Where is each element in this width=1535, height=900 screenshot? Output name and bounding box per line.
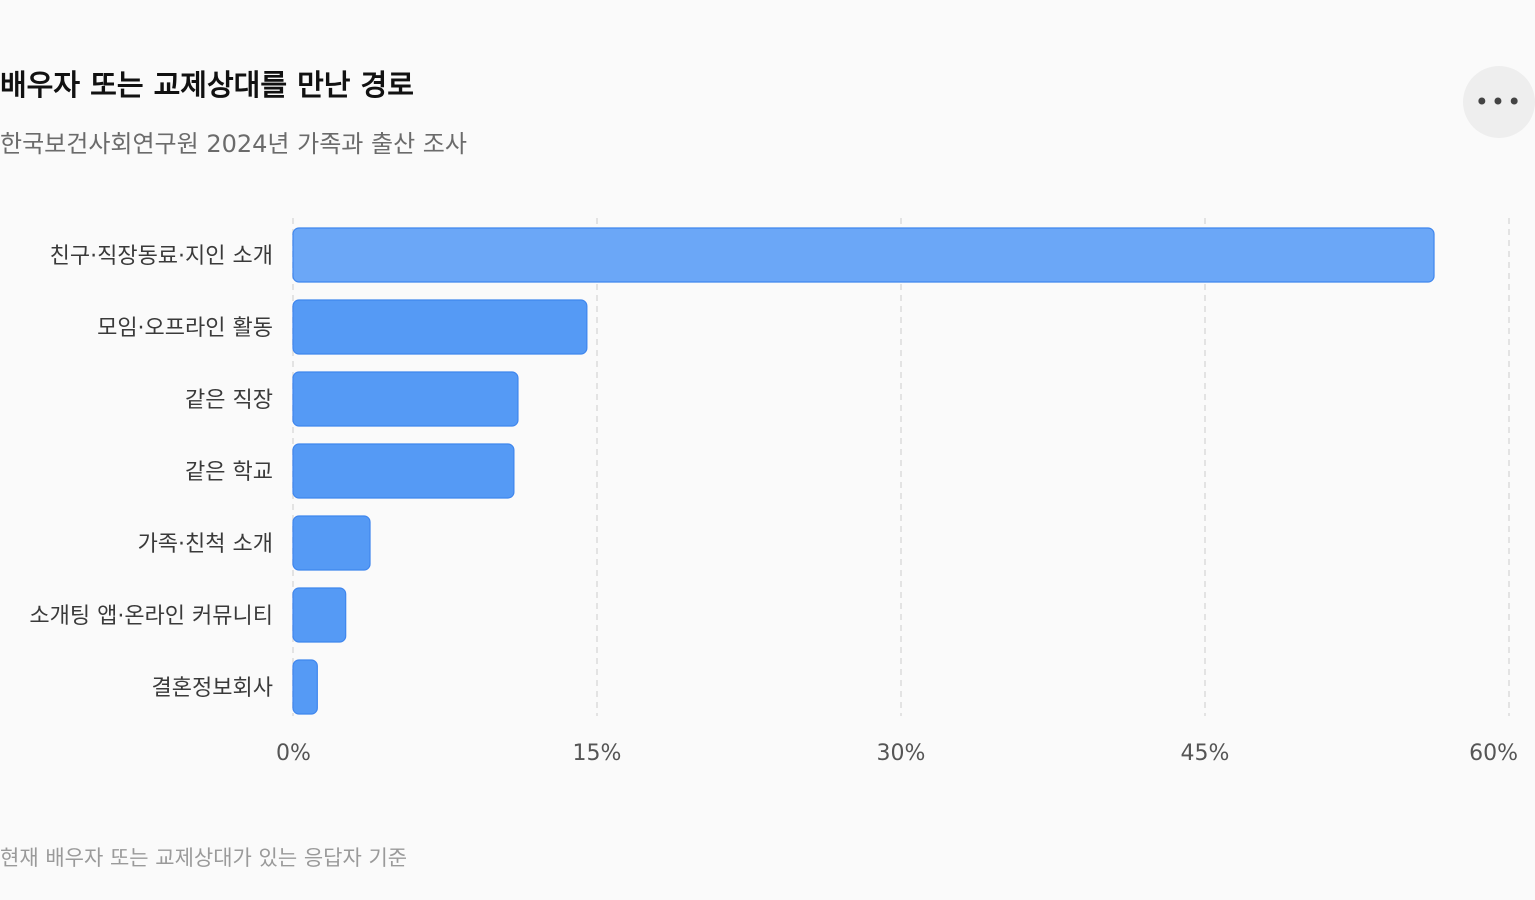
chart-title: 배우자 또는 교제상대를 만난 경로 [0, 68, 414, 102]
category-label: 같은 학교 [185, 460, 273, 485]
x-tick-label: 15% [573, 741, 622, 766]
x-tick-label: 60% [1469, 741, 1518, 766]
bar[interactable] [292, 299, 588, 355]
chart-subtitle: 한국보건사회연구원 2024년 가족과 출산 조사 [0, 130, 467, 158]
category-label: 가족·친척 소개 [138, 532, 273, 557]
bar[interactable] [292, 443, 515, 499]
bar[interactable] [292, 227, 1435, 283]
category-label: 친구·직장동료·지인 소개 [50, 244, 273, 269]
more-options-button[interactable]: ••• [1463, 66, 1535, 138]
bar[interactable] [292, 659, 318, 715]
more-horizontal-icon: ••• [1474, 88, 1524, 116]
category-label: 같은 직장 [185, 388, 273, 413]
bars [292, 227, 1435, 715]
footnote: 현재 배우자 또는 교제상대가 있는 응답자 기준 [0, 846, 408, 870]
bar[interactable] [292, 371, 519, 427]
category-label: 모임·오프라인 활동 [97, 316, 273, 341]
x-tick-label: 30% [877, 741, 926, 766]
x-tick-label: 0% [276, 741, 311, 766]
x-tick-label: 45% [1181, 741, 1230, 766]
bar[interactable] [292, 587, 347, 643]
x-axis-ticks: 0% 15% 30% 45% 60% [276, 741, 1518, 766]
category-label: 소개팅 앱·온라인 커뮤니티 [29, 604, 273, 629]
bar[interactable] [292, 515, 371, 571]
category-label: 결혼정보회사 [152, 676, 273, 701]
